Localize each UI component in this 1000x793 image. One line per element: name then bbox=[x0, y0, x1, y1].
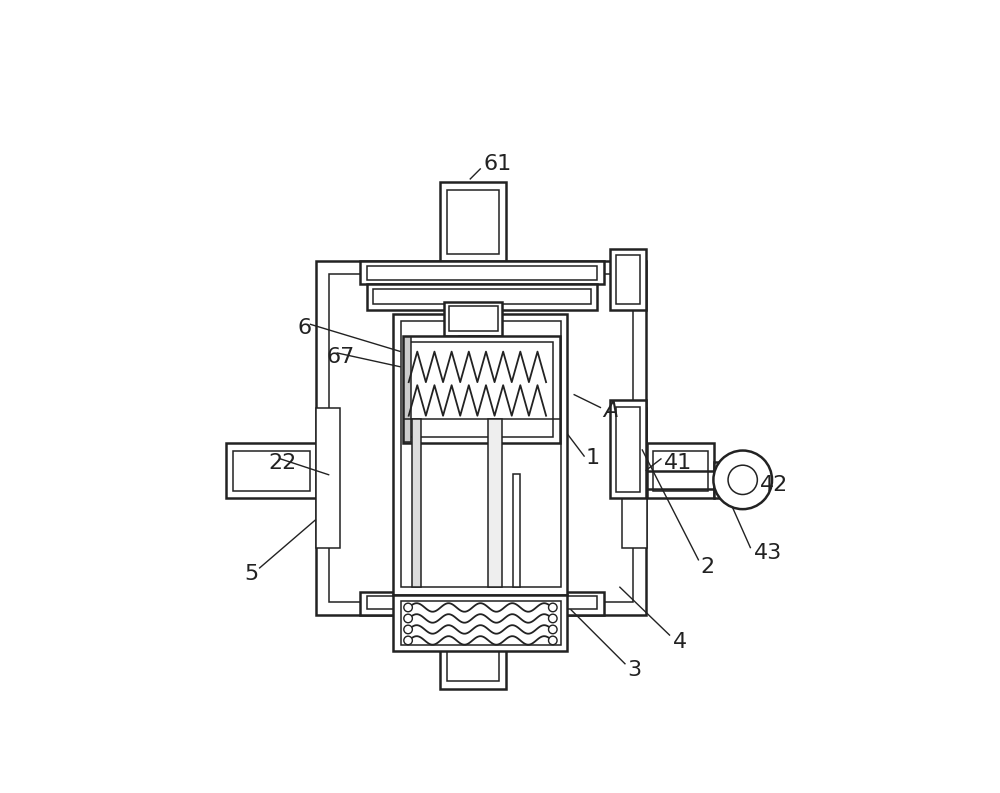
Bar bbox=[616, 407, 640, 492]
Text: 42: 42 bbox=[760, 475, 789, 495]
Circle shape bbox=[404, 614, 412, 623]
Bar bbox=[440, 182, 506, 261]
Bar bbox=[444, 301, 502, 335]
Circle shape bbox=[549, 636, 557, 645]
Bar bbox=[610, 400, 646, 498]
Circle shape bbox=[404, 625, 412, 634]
Bar bbox=[449, 306, 498, 331]
Bar bbox=[360, 261, 604, 285]
Text: 43: 43 bbox=[754, 543, 783, 563]
Bar bbox=[401, 601, 561, 645]
Bar bbox=[360, 592, 604, 615]
Bar bbox=[316, 408, 340, 548]
Bar bbox=[329, 274, 633, 602]
Text: 61: 61 bbox=[483, 154, 511, 174]
Text: A: A bbox=[603, 401, 618, 421]
Bar bbox=[409, 343, 553, 437]
Bar bbox=[610, 249, 646, 310]
Bar bbox=[367, 266, 597, 280]
Text: 67: 67 bbox=[326, 347, 355, 366]
Text: 1: 1 bbox=[586, 449, 600, 469]
Circle shape bbox=[549, 603, 557, 611]
Circle shape bbox=[549, 614, 557, 623]
Bar bbox=[373, 289, 591, 304]
Bar bbox=[447, 623, 499, 681]
Bar bbox=[403, 336, 560, 443]
Text: 2: 2 bbox=[701, 557, 715, 577]
Text: 3: 3 bbox=[627, 661, 641, 680]
Bar bbox=[316, 261, 646, 615]
Bar bbox=[404, 337, 411, 442]
Bar bbox=[367, 596, 597, 609]
Bar bbox=[653, 450, 708, 491]
Bar bbox=[226, 443, 316, 498]
Text: 22: 22 bbox=[268, 453, 297, 473]
Bar bbox=[367, 285, 597, 310]
Bar bbox=[512, 473, 520, 587]
Bar bbox=[233, 450, 310, 491]
Circle shape bbox=[713, 450, 772, 509]
Bar bbox=[616, 255, 640, 304]
Bar bbox=[401, 321, 561, 588]
Bar bbox=[440, 615, 506, 688]
Text: 6: 6 bbox=[298, 319, 312, 339]
Bar bbox=[447, 190, 499, 254]
Circle shape bbox=[404, 636, 412, 645]
Circle shape bbox=[728, 465, 757, 495]
Bar bbox=[393, 314, 567, 595]
Text: 4: 4 bbox=[672, 632, 687, 652]
Bar bbox=[459, 335, 488, 358]
Bar bbox=[647, 443, 714, 498]
Bar bbox=[393, 595, 567, 651]
Circle shape bbox=[549, 625, 557, 634]
Bar bbox=[714, 462, 745, 498]
Bar bbox=[488, 419, 502, 587]
Circle shape bbox=[404, 603, 412, 611]
Bar bbox=[412, 419, 421, 587]
Bar bbox=[622, 408, 647, 548]
Text: 41: 41 bbox=[664, 453, 692, 473]
Text: 5: 5 bbox=[244, 565, 258, 584]
